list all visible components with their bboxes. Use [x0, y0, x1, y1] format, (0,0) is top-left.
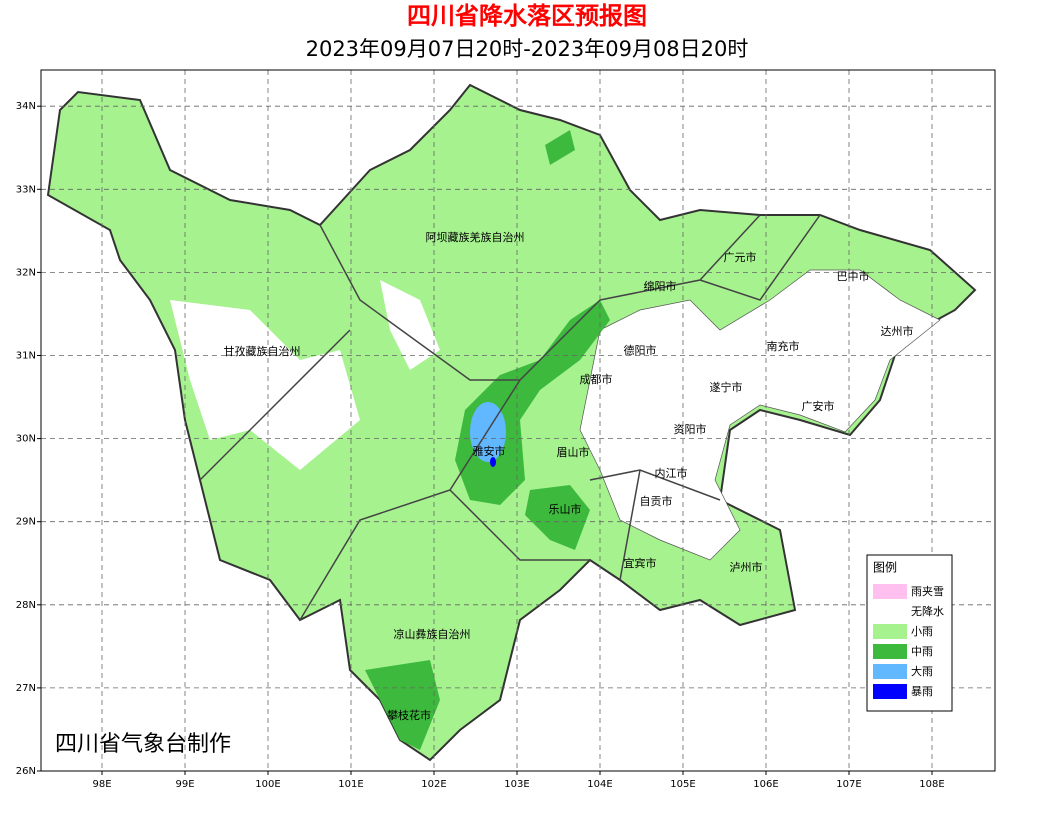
legend-label: 大雨: [911, 664, 933, 678]
city-label: 甘孜藏族自治州: [224, 344, 301, 358]
x-tick-label: 99E: [175, 779, 194, 790]
legend-label: 无降水: [911, 604, 944, 618]
legend-title: 图例: [873, 561, 897, 575]
city-label: 广安市: [802, 399, 835, 413]
legend-swatch: [873, 584, 907, 599]
y-tick-label: 33N: [16, 184, 36, 195]
x-tick-label: 100E: [255, 779, 280, 790]
city-label: 泸州市: [730, 560, 763, 574]
x-tick-label: 101E: [338, 779, 363, 790]
city-label: 成都市: [580, 372, 613, 386]
frame: [40, 69, 996, 772]
map-area: [46, 83, 977, 762]
legend-swatch: [873, 604, 907, 619]
city-label: 阿坝藏族羌族自治州: [426, 230, 525, 244]
x-tick-label: 103E: [504, 779, 529, 790]
x-tick-label: 108E: [919, 779, 944, 790]
city-label: 眉山市: [557, 445, 590, 459]
title: 四川省降水落区预报图: [407, 2, 647, 30]
y-tick-label: 31N: [16, 351, 36, 362]
legend-label: 小雨: [911, 625, 933, 638]
moderate-rain-panzhihua: [365, 660, 440, 750]
no-rain-east: [579, 269, 941, 561]
y-tick-label: 32N: [16, 267, 36, 278]
city-label: 乐山市: [549, 502, 582, 516]
legend-label: 雨夹雪: [911, 585, 944, 598]
city-label: 南充市: [767, 339, 800, 353]
y-tick-label: 27N: [16, 683, 36, 694]
legend-swatch: [873, 644, 907, 659]
x-tick-label: 102E: [421, 779, 446, 790]
legend-swatch: [873, 624, 907, 639]
x-tick-label: 106E: [753, 779, 778, 790]
rainstorm: [490, 457, 496, 467]
y-tick-label: 29N: [16, 517, 36, 528]
y-tick-label: 30N: [16, 434, 36, 445]
y-tick-label: 26N: [16, 766, 36, 777]
city-label: 攀枝花市: [387, 708, 431, 722]
legend-swatch: [873, 664, 907, 679]
city-label: 内江市: [655, 466, 688, 480]
credit: 四川省气象台制作: [55, 732, 231, 757]
city-label: 巴中市: [837, 269, 870, 283]
city-label: 自贡市: [640, 494, 673, 508]
y-tick-label: 34N: [16, 101, 36, 112]
x-tick-label: 104E: [587, 779, 612, 790]
subtitle: 2023年09月07日20时-2023年09月08日20时: [306, 37, 749, 61]
city-label: 德阳市: [624, 343, 657, 357]
x-tick-label: 105E: [670, 779, 695, 790]
city-labels: 阿坝藏族羌族自治州 广元市 巴中市 绵阳市 达州市 甘孜藏族自治州 德阳市 南充…: [224, 230, 914, 722]
x-tick-label: 107E: [836, 779, 861, 790]
city-label: 凉山彝族自治州: [394, 627, 471, 641]
city-label: 达州市: [881, 324, 914, 338]
city-label: 雅安市: [473, 444, 506, 458]
y-tick-label: 28N: [16, 600, 36, 611]
legend-label: 中雨: [911, 645, 933, 658]
city-label: 资阳市: [674, 422, 707, 436]
legend-label: 暴雨: [911, 685, 933, 698]
city-label: 绵阳市: [644, 279, 677, 293]
no-rain-west: [170, 300, 360, 470]
moderate-rain-leshan: [525, 485, 590, 550]
city-label: 广元市: [724, 250, 757, 264]
moderate-rain-north: [545, 130, 575, 165]
legend-swatch: [873, 684, 907, 699]
boundaries: [199, 214, 821, 621]
city-label: 遂宁市: [710, 380, 743, 394]
x-tick-label: 98E: [92, 779, 111, 790]
city-label: 宜宾市: [624, 556, 657, 570]
